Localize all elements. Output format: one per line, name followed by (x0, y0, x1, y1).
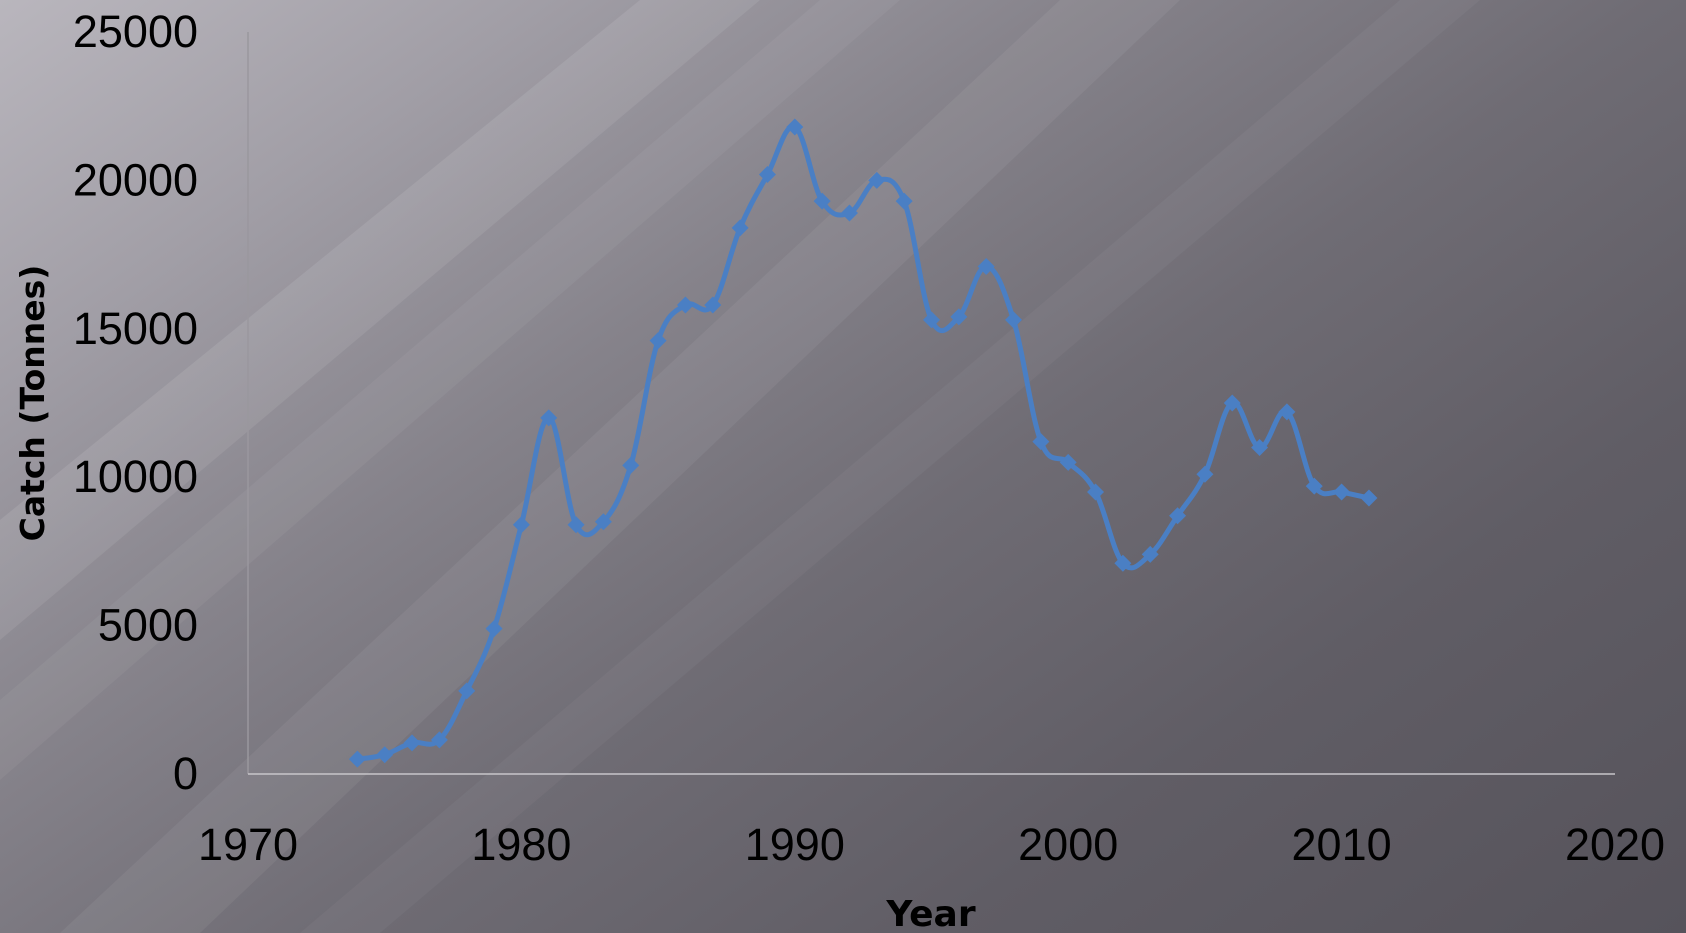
data-point-marker (1305, 477, 1323, 495)
series-markers (348, 118, 1378, 768)
data-point-marker (540, 409, 558, 427)
data-point-marker (676, 296, 694, 314)
data-point-marker (403, 734, 421, 752)
data-point-marker (1059, 453, 1077, 471)
data-point-marker (567, 516, 585, 534)
data-point-marker (1223, 394, 1241, 412)
data-point-marker (731, 219, 749, 237)
data-point-marker (1333, 483, 1351, 501)
data-point-marker (868, 171, 886, 189)
data-point-marker (758, 165, 776, 183)
data-point-marker (512, 516, 530, 534)
y-tick-label: 20000 (73, 154, 198, 205)
x-tick-label: 2020 (1565, 819, 1665, 870)
x-tick-label: 1990 (745, 819, 845, 870)
data-point-marker (1114, 554, 1132, 572)
data-point-marker (1032, 433, 1050, 451)
data-point-marker (458, 682, 476, 700)
data-point-marker (704, 296, 722, 314)
data-point-marker (622, 456, 640, 474)
data-point-marker (840, 204, 858, 222)
data-point-marker (1141, 545, 1159, 563)
data-point-marker (950, 308, 968, 326)
x-tick-labels: 1970 1980 1990 2000 2010 2020 (198, 819, 1665, 870)
y-tick-label: 5000 (98, 600, 198, 651)
data-point-marker (923, 311, 940, 329)
data-point-marker (1278, 403, 1296, 421)
data-point-marker (1196, 465, 1214, 483)
y-tick-label: 10000 (73, 451, 198, 502)
y-axis-label: Catch (Tonnes) (13, 265, 52, 542)
data-point-marker (649, 332, 667, 350)
y-tick-label: 25000 (73, 6, 198, 57)
x-tick-label: 2000 (1018, 819, 1118, 870)
x-axis-label: Year (885, 894, 975, 933)
data-point-marker (594, 513, 612, 531)
data-point-marker (895, 192, 913, 210)
data-point-marker (977, 257, 995, 275)
data-point-marker (430, 731, 448, 749)
data-point-marker (1251, 439, 1269, 457)
data-point-marker (376, 746, 394, 764)
y-tick-label: 15000 (73, 303, 198, 354)
y-tick-labels: 0 5000 10000 15000 20000 25000 (73, 6, 198, 799)
data-point-marker (348, 750, 366, 768)
data-point-marker (485, 620, 503, 638)
y-tick-label: 0 (173, 748, 198, 799)
x-tick-label: 2010 (1292, 819, 1392, 870)
series-line (354, 124, 1372, 762)
data-point-marker (1169, 507, 1187, 525)
x-tick-label: 1970 (198, 819, 298, 870)
data-point-marker (813, 192, 831, 210)
data-point-marker (1005, 311, 1023, 329)
data-point-marker (786, 118, 804, 136)
data-point-marker (1360, 489, 1378, 507)
x-tick-label: 1980 (471, 819, 571, 870)
data-point-marker (1087, 483, 1105, 501)
